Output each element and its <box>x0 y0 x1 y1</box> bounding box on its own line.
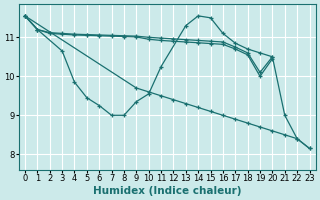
X-axis label: Humidex (Indice chaleur): Humidex (Indice chaleur) <box>93 186 242 196</box>
